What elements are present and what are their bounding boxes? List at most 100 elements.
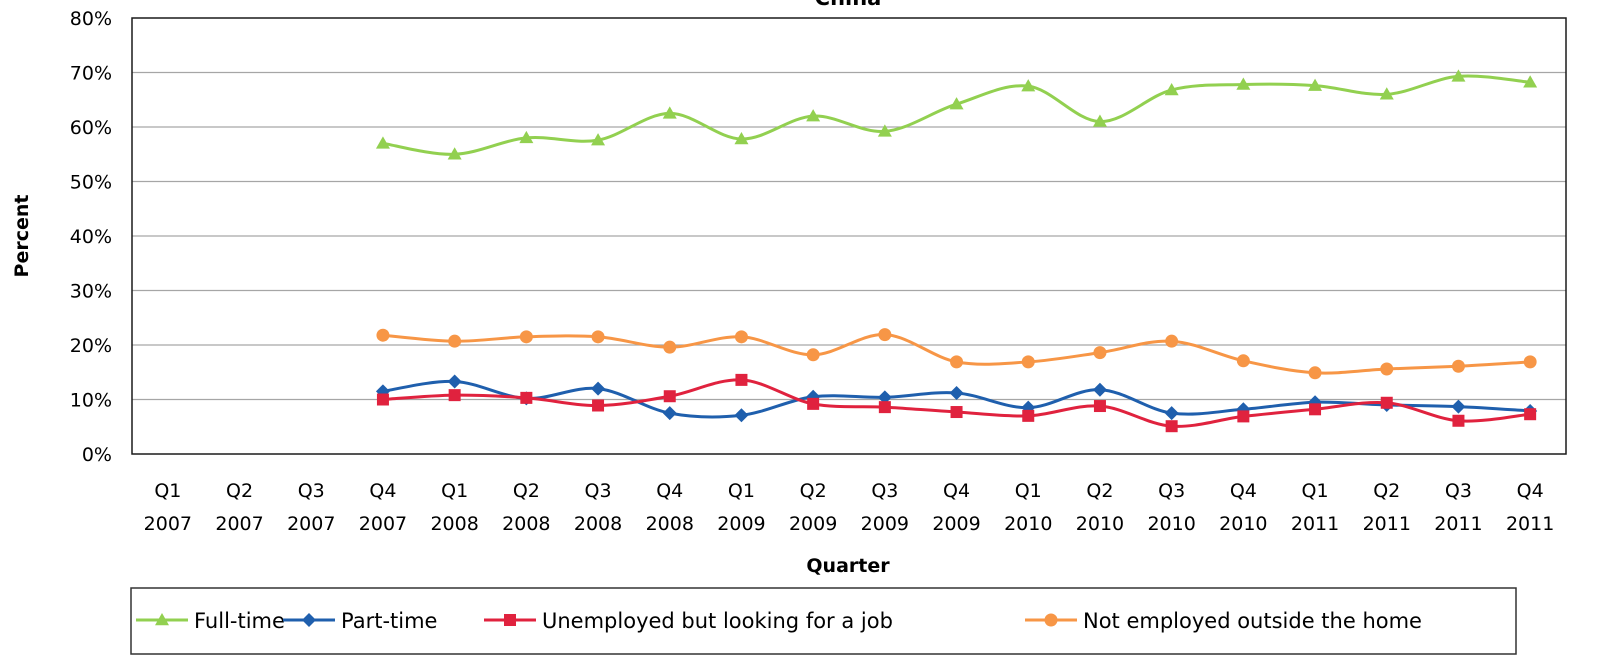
x-tick-label-year: 2008	[430, 513, 478, 535]
data-point	[877, 390, 892, 405]
x-tick-label-year: 2007	[144, 513, 192, 535]
data-point	[662, 406, 677, 421]
data-point	[1021, 355, 1035, 369]
data-point	[1092, 114, 1107, 127]
data-point	[950, 355, 964, 369]
x-tick-label-year: 2008	[574, 513, 622, 535]
data-point	[1093, 400, 1106, 413]
data-point	[734, 131, 749, 145]
data-point	[592, 399, 605, 412]
data-point	[878, 328, 892, 342]
legend-label: Not employed outside the home	[1083, 609, 1422, 633]
data-point	[1523, 75, 1538, 88]
plot-area	[131, 17, 1567, 455]
series-2	[376, 373, 1537, 433]
data-point	[448, 334, 462, 348]
y-tick-label: 40%	[70, 226, 112, 248]
data-point	[806, 348, 820, 362]
x-tick-label-year: 2010	[1147, 513, 1195, 535]
gridlines	[132, 71, 1566, 401]
x-tick-label-quarter: Q4	[656, 480, 683, 502]
x-tick-label-quarter: Q4	[1230, 480, 1257, 502]
x-tick-label-quarter: Q1	[441, 480, 468, 502]
y-tick-label: 10%	[70, 390, 112, 412]
data-point	[734, 408, 749, 423]
series-line	[382, 74, 1531, 156]
data-point	[519, 330, 533, 344]
x-tick-label-quarter: Q3	[1445, 480, 1472, 502]
series-3	[376, 328, 1537, 380]
x-tick-label-quarter: Q3	[871, 480, 898, 502]
data-point	[591, 330, 605, 344]
data-point	[877, 124, 892, 137]
data-point	[1236, 354, 1250, 368]
x-tick-label-year: 2011	[1291, 513, 1339, 535]
data-point	[1236, 77, 1251, 90]
data-point	[950, 406, 963, 419]
x-tick-label-quarter: Q1	[728, 480, 755, 502]
data-point	[1022, 409, 1035, 422]
data-point	[1380, 362, 1394, 376]
data-point	[520, 391, 533, 404]
legend-item: Unemployed but looking for a job	[484, 609, 893, 633]
series-layer	[375, 69, 1538, 433]
x-tick-label-quarter: Q4	[943, 480, 970, 502]
x-tick-label-quarter: Q3	[585, 480, 612, 502]
data-point	[376, 328, 390, 342]
data-point	[735, 373, 748, 386]
data-point	[663, 390, 676, 403]
data-point	[734, 330, 748, 344]
legend-marker	[504, 614, 516, 626]
data-point	[447, 374, 462, 389]
data-point	[1237, 410, 1250, 423]
data-point	[1021, 79, 1036, 92]
x-tick-label-quarter: Q3	[298, 480, 325, 502]
x-tick-label-quarter: Q2	[226, 480, 253, 502]
x-tick-label-year: 2007	[215, 513, 263, 535]
legend-item: Not employed outside the home	[1025, 609, 1422, 633]
data-point	[1451, 359, 1465, 373]
x-tick-label-quarter: Q3	[1158, 480, 1185, 502]
legend-label: Unemployed but looking for a job	[542, 609, 893, 633]
data-point	[1523, 355, 1537, 369]
x-tick-label-quarter: Q4	[1517, 480, 1544, 502]
data-point	[1164, 406, 1179, 421]
legend: Full-time Part-time Unemployed but looking…	[130, 587, 1517, 655]
chart-title: China	[815, 0, 882, 10]
legend-label: Full-time	[194, 609, 285, 633]
data-point	[1309, 403, 1322, 416]
data-point	[1380, 396, 1393, 409]
y-tick-label: 50%	[70, 172, 112, 194]
data-point	[1452, 414, 1465, 427]
data-point	[1308, 366, 1322, 380]
data-point	[591, 133, 606, 146]
x-axis-ticks: Q1 2007 Q2 2007 Q3 2007 Q4 2007 Q1 2008 Q2 2008 Q3 20…	[144, 480, 1555, 535]
legend-items: Full-time Part-time Unemployed but looking…	[136, 609, 1422, 633]
data-point	[1092, 382, 1107, 397]
x-tick-label-quarter: Q2	[1373, 480, 1400, 502]
y-axis-title: Percent	[11, 195, 33, 278]
x-tick-label-year: 2011	[1363, 513, 1411, 535]
y-axis-ticks: 0% 10% 20% 30% 40% 50% 60% 70% 80%	[70, 8, 112, 466]
data-point	[1093, 346, 1107, 360]
x-tick-label-year: 2010	[1076, 513, 1124, 535]
data-point	[1379, 87, 1394, 100]
data-point	[807, 397, 820, 410]
x-tick-label-year: 2009	[861, 513, 909, 535]
data-point	[448, 389, 461, 402]
data-point	[806, 109, 821, 122]
legend-marker	[155, 613, 169, 626]
data-point	[1165, 420, 1178, 433]
x-tick-label-quarter: Q2	[1086, 480, 1113, 502]
data-point	[591, 381, 606, 396]
data-point	[663, 340, 677, 354]
legend-label: Part-time	[341, 609, 437, 633]
series-0	[375, 69, 1538, 160]
x-axis-title: Quarter	[806, 555, 890, 577]
x-tick-label-year: 2010	[1219, 513, 1267, 535]
data-point	[949, 385, 964, 400]
legend-item: Full-time	[136, 609, 285, 633]
x-tick-label-year: 2007	[359, 513, 407, 535]
legend-item: Part-time	[283, 609, 437, 633]
